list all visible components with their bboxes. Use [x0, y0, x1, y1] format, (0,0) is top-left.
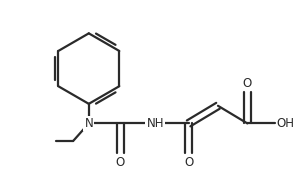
Text: N: N	[84, 117, 93, 130]
Text: NH: NH	[147, 117, 164, 130]
Text: O: O	[243, 77, 252, 90]
Text: OH: OH	[277, 117, 295, 130]
Text: O: O	[116, 156, 125, 169]
Text: O: O	[184, 156, 193, 169]
